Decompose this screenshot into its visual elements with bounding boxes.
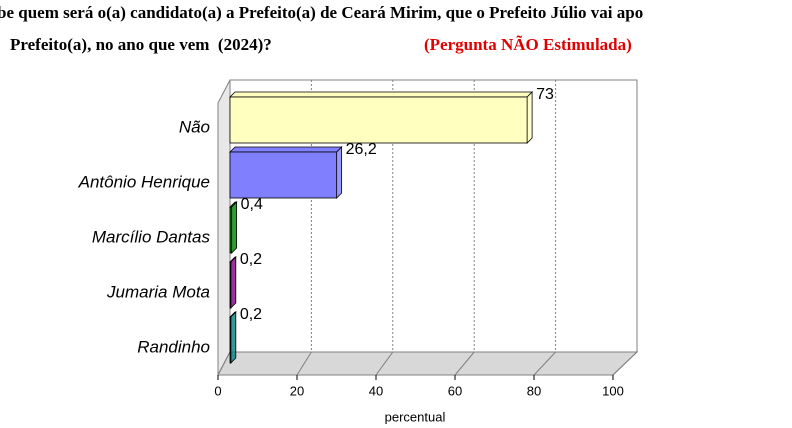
bar-side — [230, 311, 237, 364]
bar-side — [230, 256, 237, 309]
bar-side — [526, 91, 533, 144]
floor-grid-line — [296, 351, 312, 376]
floor-grid-line — [612, 351, 638, 376]
x-tick-label: 0 — [214, 383, 221, 398]
x-tick-label: 100 — [602, 383, 624, 398]
value-label: 73 — [536, 86, 554, 103]
x-tick-label: 40 — [369, 383, 383, 398]
chart-title-line2: Prefeito(a), no ano que vem (2024)? — [10, 35, 272, 54]
floor-grid-line — [375, 351, 394, 376]
bar — [229, 261, 232, 309]
category-label: Randinho — [137, 337, 210, 356]
left-wall — [217, 79, 231, 376]
x-tick-label: 60 — [448, 383, 462, 398]
bar — [229, 316, 232, 364]
x-axis-label: percentual — [385, 409, 446, 424]
category-label: Antônio Henrique — [78, 172, 210, 191]
bar — [229, 151, 338, 199]
value-label: 0,2 — [240, 306, 262, 323]
category-label: Jumaria Mota — [106, 282, 210, 301]
x-tick-label: 80 — [527, 383, 541, 398]
category-label: Não — [179, 117, 210, 136]
bar-top — [229, 146, 343, 153]
bar — [229, 206, 233, 254]
value-label: 26,2 — [346, 141, 377, 158]
floor-grid-line — [533, 351, 556, 376]
bar-side — [336, 146, 343, 199]
chart-subtitle: (Pergunta NÃO Estimulada) — [424, 35, 632, 54]
bar-top — [229, 91, 534, 98]
value-label: 0,4 — [241, 196, 263, 213]
bar — [229, 96, 528, 144]
floor-grid-line — [217, 351, 231, 376]
floor — [217, 351, 639, 376]
category-label: Marcílio Dantas — [92, 227, 211, 246]
bar-side — [231, 201, 238, 254]
x-tick-label: 20 — [290, 383, 304, 398]
chart-title: be quem será o(a) candidato(a) a Prefeit… — [0, 3, 643, 22]
floor-grid-line — [454, 351, 475, 376]
value-label: 0,2 — [240, 251, 262, 268]
